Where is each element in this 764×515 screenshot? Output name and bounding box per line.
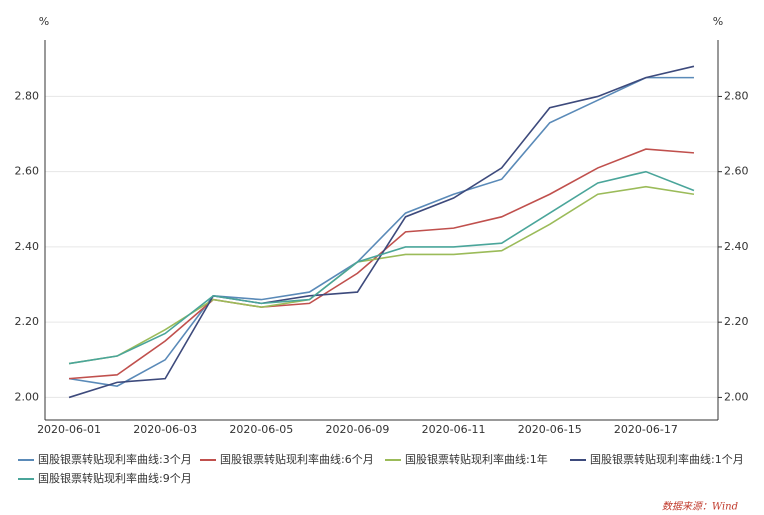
x-tick-label: 2020-06-11 <box>422 423 486 436</box>
y-tick-label: 2.20 <box>15 315 40 328</box>
x-tick-label: 2020-06-09 <box>325 423 389 436</box>
series-line <box>68 185 695 365</box>
y-axis-label: % <box>39 15 49 28</box>
x-tick-label: 2020-06-15 <box>518 423 582 436</box>
x-tick-label: 2020-06-05 <box>229 423 293 436</box>
source: 数据来源：Wind <box>662 501 738 513</box>
x-tick-label: 2020-06-17 <box>614 423 678 436</box>
series-line <box>68 76 694 387</box>
legend-label: 国股银票转贴现利率曲线:9个月 <box>38 471 192 485</box>
y2-tick-label: 2.40 <box>724 240 749 253</box>
legend-label: 国股银票转贴现利率曲线:1个月 <box>590 452 744 466</box>
x-tick-label: 2020-06-01 <box>37 423 101 436</box>
y-tick-label: 2.00 <box>15 390 40 403</box>
y2-axis-label: % <box>713 15 723 28</box>
y2-tick-label: 2.20 <box>724 315 749 328</box>
y-tick-label: 2.60 <box>15 165 40 178</box>
x-tick-label: 2020-06-03 <box>133 423 197 436</box>
legend-label: 国股银票转贴现利率曲线:1年 <box>405 452 548 466</box>
legend-label: 国股银票转贴现利率曲线:3个月 <box>38 452 192 466</box>
series-line <box>68 170 695 365</box>
y-tick-label: 2.80 <box>15 89 40 102</box>
y2-tick-label: 2.60 <box>724 165 749 178</box>
series-line <box>68 148 695 380</box>
y2-tick-label: 2.00 <box>724 390 749 403</box>
legend-label: 国股银票转贴现利率曲线:6个月 <box>220 452 374 466</box>
series-line <box>68 65 695 399</box>
y2-tick-label: 2.80 <box>724 89 749 102</box>
y-tick-label: 2.40 <box>15 240 40 253</box>
